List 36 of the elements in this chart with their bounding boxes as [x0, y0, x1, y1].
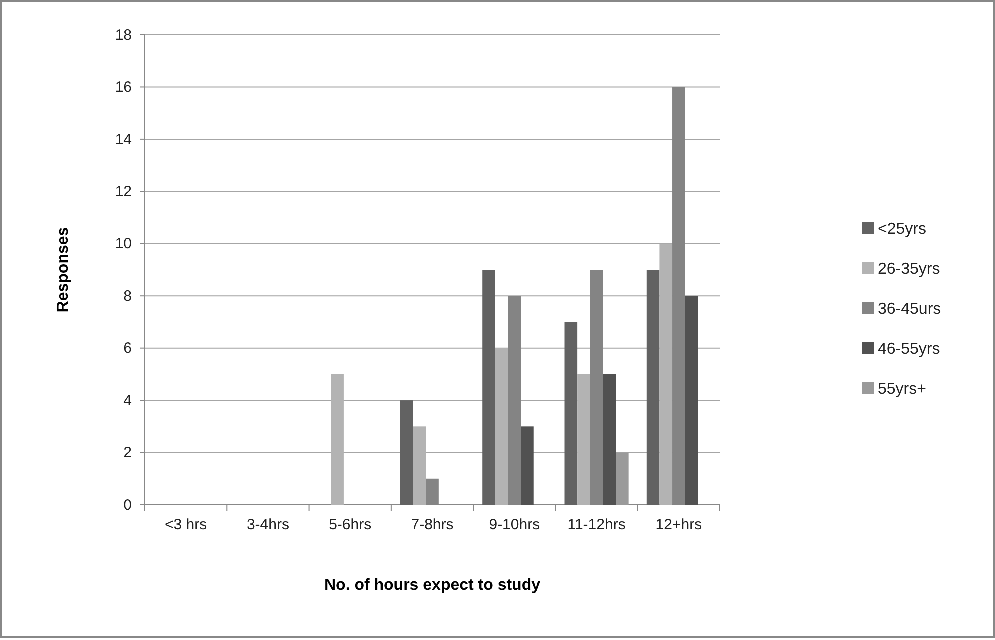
x-tick-label: 12+hrs [656, 516, 702, 534]
bar [603, 374, 616, 505]
y-tick-label: 10 [115, 236, 132, 253]
bar [331, 374, 344, 505]
legend-label: 36-45urs [878, 301, 942, 318]
bar [521, 426, 534, 505]
x-tick-label: 9-10hrs [489, 516, 540, 534]
bar [482, 270, 496, 505]
x-tick-label: 11-12hrs [568, 516, 626, 534]
x-tick-label: 7-8hrs [411, 516, 454, 534]
bar [564, 322, 578, 505]
bar [578, 374, 590, 505]
y-tick-label: 8 [124, 288, 132, 305]
legend-label: 26-35yrs [878, 261, 940, 278]
legend-label: <25yrs [878, 221, 926, 238]
y-tick-label: 14 [115, 131, 132, 148]
y-tick-label: 16 [115, 79, 132, 96]
bar [495, 348, 508, 505]
x-tick-label: 3-4hrs [246, 516, 290, 534]
x-axis-title: No. of hours expect to study [324, 577, 541, 594]
y-tick-label: 4 [124, 392, 132, 410]
x-tick-label: <3 hrs [165, 516, 208, 534]
bar [660, 244, 673, 505]
legend-label: 46-55yrs [878, 341, 940, 358]
y-tick-label: 18 [115, 26, 132, 44]
bar [646, 270, 660, 505]
bar [413, 426, 426, 505]
x-tick-label: 5-6hrs [329, 516, 372, 534]
y-tick-label: 12 [115, 183, 132, 200]
y-tick-label: 0 [124, 496, 132, 514]
legend-label: 55yrs+ [878, 381, 926, 398]
y-tick-label: 6 [124, 340, 132, 358]
bar [685, 296, 698, 505]
bar [400, 400, 414, 505]
y-tick-label: 2 [124, 444, 132, 462]
y-axis-title: Responses [55, 227, 72, 313]
